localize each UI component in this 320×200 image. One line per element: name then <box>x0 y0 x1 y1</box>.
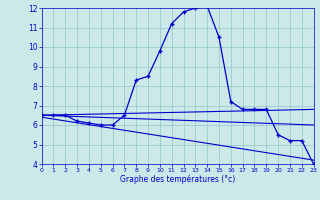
X-axis label: Graphe des températures (°c): Graphe des températures (°c) <box>120 175 235 184</box>
